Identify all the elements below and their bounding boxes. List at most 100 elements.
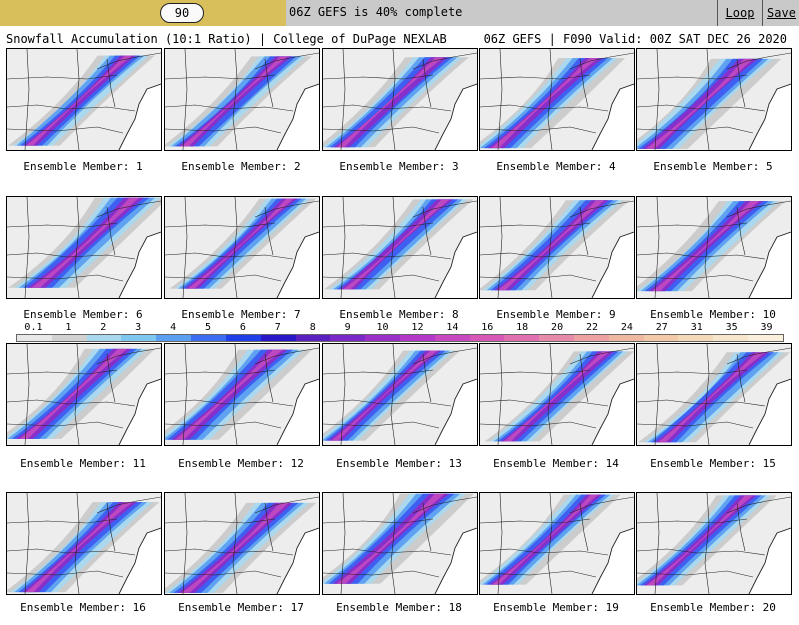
colorbar-segment — [399, 335, 435, 341]
ensemble-member-label: Ensemble Member: 14 — [493, 457, 619, 470]
snowfall-map-image — [165, 493, 319, 594]
ensemble-member-label: Ensemble Member: 16 — [20, 601, 146, 614]
ensemble-member-map[interactable] — [322, 343, 478, 446]
colorbar-label: 3 — [135, 322, 142, 333]
colorbar-label: 0.1 — [24, 322, 43, 333]
snowfall-map-image — [480, 49, 634, 150]
ensemble-member-map[interactable] — [636, 492, 792, 595]
ensemble-member-map[interactable] — [6, 48, 162, 151]
colorbar-segment — [330, 335, 366, 341]
snowfall-map-image — [165, 344, 319, 445]
snowfall-map-image — [7, 344, 161, 445]
colorbar-label: 7 — [274, 322, 281, 333]
colorbar-segment — [121, 335, 157, 341]
colorbar-label: 22 — [585, 322, 599, 333]
ensemble-member-map[interactable] — [6, 343, 162, 446]
colorbar-segment — [191, 335, 226, 341]
snowfall-map-image — [323, 493, 477, 594]
colorbar-label: 5 — [204, 322, 212, 333]
ensemble-member-map[interactable] — [322, 492, 478, 595]
colorbar-label: 1 — [65, 322, 72, 333]
ensemble-member-label: Ensemble Member: 5 — [653, 160, 773, 173]
snowfall-map-image — [323, 197, 477, 298]
colorbar-label: 14 — [446, 322, 459, 333]
colorbar-segment — [539, 335, 574, 341]
top-status-bar: 90 06Z GEFS is 40% complete Loop Save — [0, 0, 799, 26]
ensemble-member-map[interactable] — [636, 343, 792, 446]
colorbar-segment — [51, 335, 87, 341]
colorbar-label: 12 — [411, 322, 424, 333]
snowfall-map-image — [637, 49, 791, 150]
ensemble-member-label: Ensemble Member: 9 — [496, 308, 616, 321]
colorbar-segment — [608, 335, 644, 341]
ensemble-member-map[interactable] — [164, 492, 320, 595]
colorbar-segment — [678, 335, 714, 341]
colorbar-segment — [469, 335, 505, 341]
ensemble-member-map[interactable] — [164, 196, 320, 299]
snowfall-map-image — [480, 344, 634, 445]
colorbar-segment — [574, 335, 609, 341]
colorbar-label: 39 — [760, 322, 773, 333]
ensemble-member-map[interactable] — [164, 48, 320, 151]
snowfall-map-image — [637, 197, 791, 298]
ensemble-member-map[interactable] — [6, 196, 162, 299]
snowfall-map-image — [7, 49, 161, 150]
ensemble-member-map[interactable] — [322, 48, 478, 151]
ensemble-member-label: Ensemble Member: 7 — [181, 308, 301, 321]
loop-link[interactable]: Loop — [717, 0, 762, 26]
snowfall-map-image — [7, 197, 161, 298]
snowfall-map-image — [165, 49, 319, 150]
ensemble-member-map[interactable] — [636, 196, 792, 299]
colorbar-label: 8 — [309, 322, 316, 333]
colorbar-label: 35 — [725, 322, 738, 333]
ensemble-member-map[interactable] — [322, 196, 478, 299]
run-valid-title: 06Z GEFS | F090 Valid: 00Z SAT DEC 26 20… — [483, 32, 787, 46]
ensemble-member-label: Ensemble Member: 17 — [178, 601, 304, 614]
snowfall-map-image — [7, 493, 161, 594]
colorbar-segment — [225, 335, 261, 341]
ensemble-member-label: Ensemble Member: 20 — [650, 601, 776, 614]
ensemble-member-label: Ensemble Member: 11 — [20, 457, 146, 470]
colorbar-label: 16 — [481, 322, 494, 333]
ensemble-member-label: Ensemble Member: 3 — [339, 160, 459, 173]
colorbar-label: 20 — [551, 322, 564, 333]
ensemble-member-label: Ensemble Member: 6 — [23, 308, 143, 321]
colorbar-segment — [260, 335, 296, 341]
ensemble-member-label: Ensemble Member: 12 — [178, 457, 304, 470]
ensemble-member-map[interactable] — [479, 343, 635, 446]
frame-number-display[interactable]: 90 — [160, 3, 204, 23]
ensemble-member-map[interactable] — [479, 48, 635, 151]
ensemble-member-label: Ensemble Member: 13 — [336, 457, 462, 470]
ensemble-member-label: Ensemble Member: 8 — [339, 308, 459, 321]
snowfall-map-image — [323, 344, 477, 445]
colorbar-segment — [434, 335, 470, 341]
colorbar-label: 10 — [376, 322, 389, 333]
save-link[interactable]: Save — [762, 0, 799, 26]
snowfall-map-image — [480, 197, 634, 298]
colorbar-labels: 0.1 1 2 3 4 5 6 7 8 9 10 12 14 16 18 20 22 24 27 31 35 39 — [16, 322, 784, 334]
snowfall-map-image — [323, 49, 477, 150]
snowfall-colorbar — [16, 334, 784, 342]
colorbar-label: 9 — [344, 322, 351, 333]
ensemble-member-map[interactable] — [636, 48, 792, 151]
snowfall-map-image — [637, 344, 791, 445]
colorbar-label: 6 — [239, 322, 246, 333]
ensemble-member-label: Ensemble Member: 18 — [336, 601, 462, 614]
colorbar-label: 31 — [690, 322, 703, 333]
ensemble-member-label: Ensemble Member: 4 — [496, 160, 616, 173]
colorbar-label: 24 — [620, 322, 633, 333]
ensemble-member-label: Ensemble Member: 2 — [181, 160, 301, 173]
snowfall-map-image — [637, 493, 791, 594]
colorbar-segment — [17, 335, 52, 341]
ensemble-member-label: Ensemble Member: 1 — [23, 160, 143, 173]
colorbar-label: 4 — [170, 322, 177, 333]
ensemble-member-map[interactable] — [6, 492, 162, 595]
colorbar-segment — [748, 335, 783, 341]
ensemble-member-label: Ensemble Member: 10 — [650, 308, 776, 321]
colorbar-label: 27 — [655, 322, 668, 333]
ensemble-member-map[interactable] — [479, 196, 635, 299]
ensemble-member-map[interactable] — [164, 343, 320, 446]
colorbar-label: 2 — [100, 322, 107, 333]
ensemble-member-label: Ensemble Member: 15 — [650, 457, 776, 470]
ensemble-member-map[interactable] — [479, 492, 635, 595]
